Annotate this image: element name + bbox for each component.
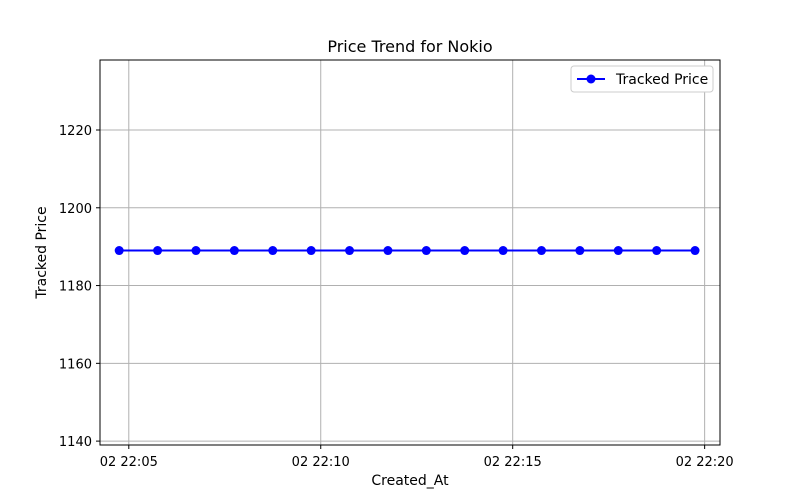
- data-point: [114, 246, 124, 256]
- x-tick-label: 02 22:05: [100, 455, 158, 470]
- data-point: [498, 246, 508, 256]
- data-point: [421, 246, 431, 256]
- y-tick-label: 1220: [59, 124, 92, 139]
- x-tick-label: 02 22:10: [292, 455, 350, 470]
- data-point: [613, 246, 623, 256]
- plot-area-frame: [99, 59, 721, 446]
- y-axis: 1140 1160 1180 1200 1220: [59, 124, 100, 450]
- legend-label-tracked-price: Tracked Price: [615, 72, 708, 88]
- legend: Tracked Price: [570, 65, 714, 93]
- grid-lines: [100, 60, 720, 445]
- x-tick-label: 02 22:15: [484, 455, 542, 470]
- x-tick-label: 02 22:20: [676, 455, 734, 470]
- data-point: [345, 246, 355, 256]
- x-axis-label: Created_At: [371, 473, 449, 489]
- legend-marker-swatch: [586, 74, 596, 84]
- data-point: [268, 246, 278, 256]
- y-tick-label: 1200: [59, 202, 92, 217]
- chart-title: Price Trend for Nokio: [327, 37, 492, 56]
- y-tick-label: 1180: [59, 280, 92, 295]
- data-point: [383, 246, 393, 256]
- data-point: [460, 246, 470, 256]
- y-tick-label: 1140: [59, 435, 92, 450]
- data-point: [306, 246, 316, 256]
- data-point: [153, 246, 163, 256]
- data-point: [536, 246, 546, 256]
- data-point: [191, 246, 201, 256]
- y-tick-label: 1160: [59, 357, 92, 372]
- series-layer: [114, 246, 700, 256]
- data-point: [575, 246, 585, 256]
- data-point: [690, 246, 700, 256]
- legend-box: [570, 65, 714, 93]
- data-point: [652, 246, 662, 256]
- x-axis: 02 22:05 02 22:10 02 22:15 02 22:20: [100, 445, 734, 470]
- data-point: [229, 246, 239, 256]
- y-axis-label: Tracked Price: [34, 206, 50, 299]
